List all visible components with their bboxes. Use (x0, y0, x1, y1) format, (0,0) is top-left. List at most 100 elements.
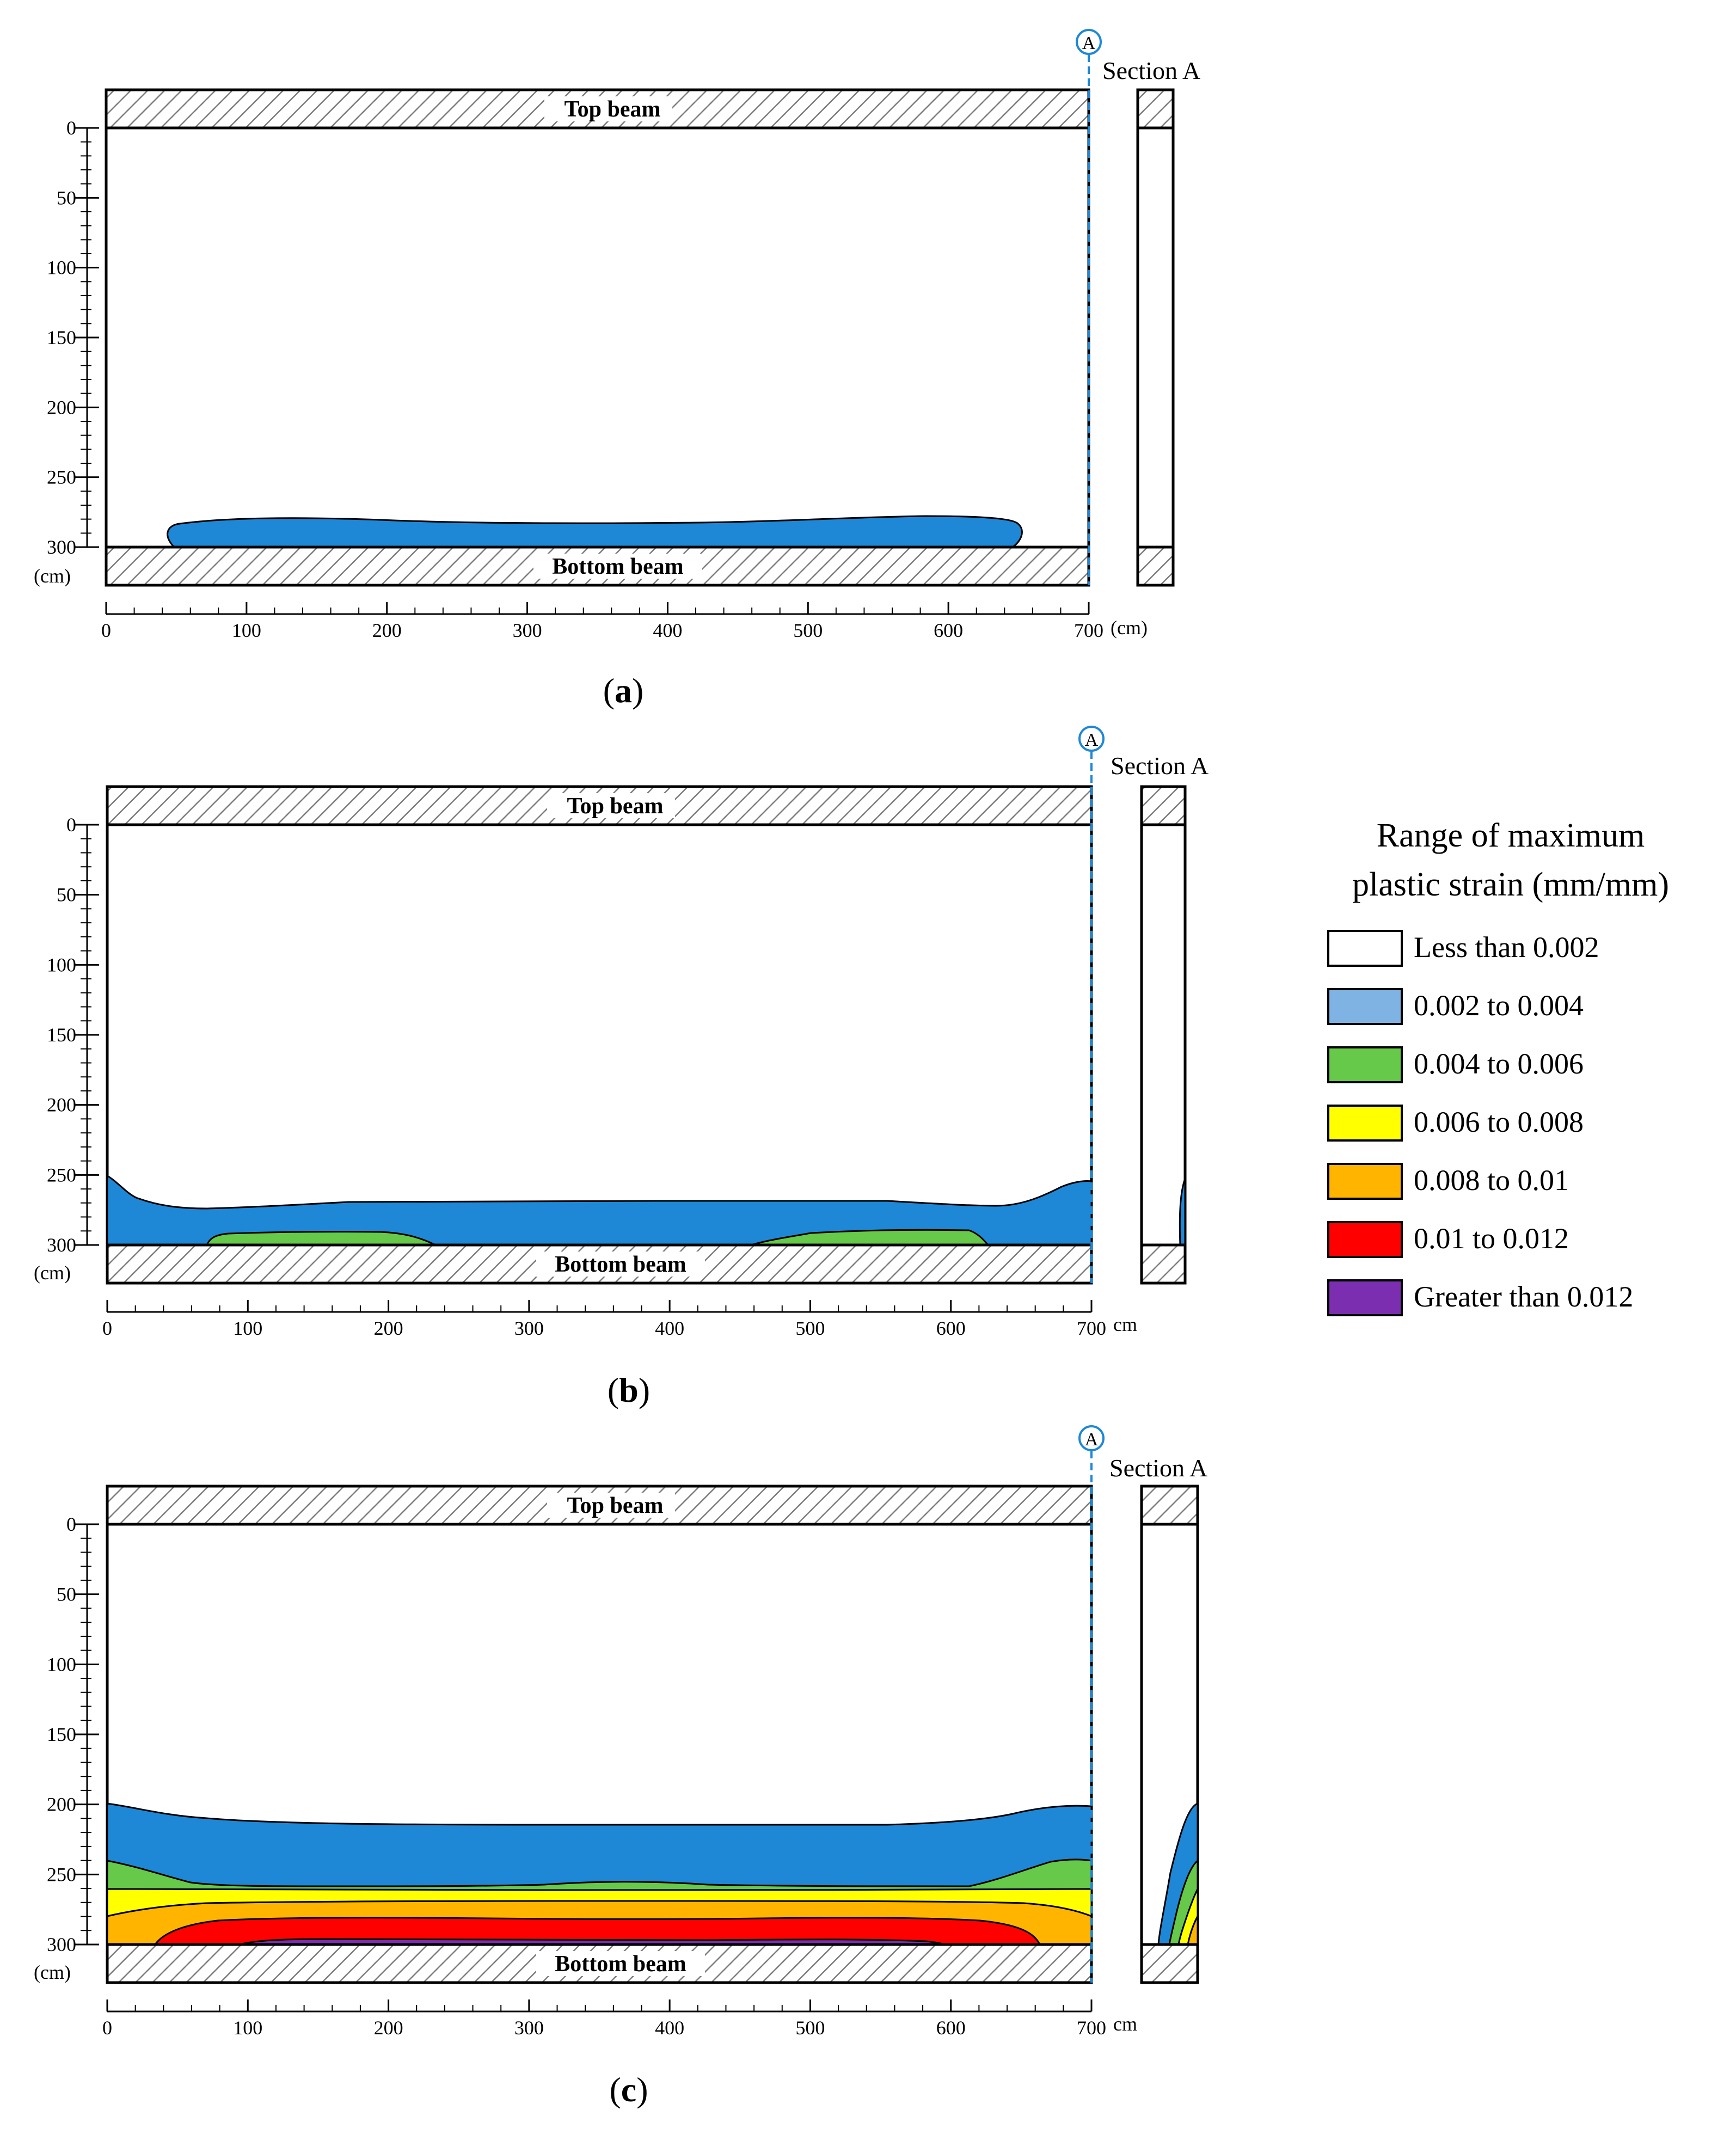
panel-b-caption: (b) (608, 1371, 650, 1409)
panel-c-y-tick-label: 150 (47, 1723, 76, 1745)
panel-a-section-bottom (1136, 545, 1175, 587)
panel-c-x-unit: cm (1113, 2013, 1137, 2035)
legend-swatch (1327, 1279, 1403, 1316)
legend-swatch (1327, 1105, 1403, 1142)
panel-b-y-tick-label: 0 (66, 814, 76, 836)
panel-a-top-beam-label-bg (544, 96, 672, 121)
panel-a-section-top (1136, 88, 1175, 130)
panel-b-contour-green-right (751, 1229, 990, 1246)
legend-item-label: 0.01 to 0.012 (1414, 1222, 1569, 1255)
panel-c-y-tick-label: 300 (47, 1934, 76, 1955)
panel-b-y-tick-label: 300 (47, 1234, 76, 1256)
panel-c-top-beam-label: Top beam (567, 1493, 663, 1518)
panel-a-caption-letter: a (615, 671, 632, 710)
panel-b-x-tick-label: 700 (1077, 1317, 1106, 1339)
legend-item-label: 0.008 to 0.01 (1414, 1164, 1569, 1197)
panel-a-x-unit: (cm) (1111, 617, 1148, 639)
panel-c-top-beam-label-bg (547, 1493, 675, 1518)
panel-b: 0 50 100 150 200 250 300 0 100 200 300 400 500 600 700… (34, 726, 1209, 1409)
legend-item-label: Greater than 0.012 (1414, 1280, 1633, 1313)
panel-a-section-wall (1136, 126, 1175, 549)
panel-c-y-unit: (cm) (34, 1961, 71, 1983)
panel-a-x-tick-label: 200 (372, 619, 402, 641)
panel-a-bottom-beam-label-bg (533, 554, 702, 579)
legend-item-label: 0.004 to 0.006 (1414, 1047, 1584, 1080)
panel-a-y-tick-label: 100 (47, 257, 76, 279)
legend-items: Less than 0.002 0.002 to 0.004 0.004 to 0.… (1327, 930, 1633, 1316)
panel-b-section-wall (1140, 823, 1187, 1247)
panel-b-section-marker-letter: A (1085, 730, 1099, 750)
legend-item-label: 0.006 to 0.008 (1414, 1106, 1584, 1138)
panel-c-bottom-beam-label-bg (536, 1951, 705, 1976)
panel-b-x-tick-label: 400 (655, 1317, 684, 1339)
panel-a-section-label: Section A (1102, 57, 1200, 84)
legend-swatch (1327, 988, 1403, 1025)
panel-b-caption-letter: b (619, 1371, 639, 1409)
panel-b-y-tick-label: 200 (47, 1094, 76, 1116)
panel-b-x-tick-label: 500 (795, 1317, 825, 1339)
legend-swatch (1327, 1163, 1403, 1200)
panel-c-x-tick-label: 200 (374, 2017, 403, 2039)
panel-c-caption: (c) (609, 2070, 648, 2109)
panel-b-x-tick-label: 600 (936, 1317, 966, 1339)
panel-a-x-tick-label: 300 (513, 619, 542, 641)
panel-c-x-tick-label: 300 (514, 2017, 544, 2039)
legend-item-label: 0.002 to 0.004 (1414, 989, 1584, 1022)
panel-a-x-tick-label: 600 (934, 619, 963, 641)
panel-c-axes: 0 50 100 150 200 250 300 0 100 200 300 400 500 600 700 (47, 1513, 1106, 2039)
panel-b-bottom-beam-label: Bottom beam (555, 1252, 686, 1277)
panel-b-x-unit: cm (1113, 1314, 1137, 1335)
panel-a-x-tick-label: 100 (232, 619, 261, 641)
panel-a-x-tick-label: 700 (1074, 619, 1103, 641)
panel-a-axes: 0 50 100 150 200 250 300 0 100 200 300 400 500 600 700 (47, 117, 1103, 641)
panel-b-section-top (1140, 785, 1187, 826)
panel-a-top-beam-label: Top beam (564, 97, 660, 122)
panel-c-x-tick-label: 100 (233, 2017, 262, 2039)
panel-c-y-tick-label: 0 (66, 1513, 76, 1535)
panel-b-x-tick-label: 300 (514, 1317, 544, 1339)
legend-title-line1: Range of maximum (1377, 817, 1645, 854)
panel-b-section-marker (1078, 726, 1105, 752)
panel-c-section-top (1140, 1485, 1199, 1526)
panel-a-y-unit: (cm) (34, 565, 71, 587)
panel-c-y-tick-label: 250 (47, 1863, 76, 1885)
panel-b-x-tick-label: 100 (233, 1317, 262, 1339)
panel-a-contour-blue (167, 515, 1023, 548)
panel-c-x-tick-label: 0 (102, 2017, 112, 2039)
panel-b-bottom-beam-label-bg (536, 1252, 705, 1277)
panel-c-x-tick-label: 500 (795, 2017, 825, 2039)
legend-swatch (1327, 1046, 1403, 1083)
panel-a-x-tick-label: 500 (793, 619, 823, 641)
panel-a-y-tick-label: 300 (47, 536, 76, 558)
panel-c-caption-letter: c (621, 2070, 636, 2109)
legend-title-line2: plastic strain (mm/mm) (1352, 866, 1669, 903)
panel-a-x-tick-label: 0 (101, 619, 111, 641)
panel-a-y-tick-label: 0 (66, 117, 76, 139)
panel-a-x-tick-label: 400 (653, 619, 682, 641)
panel-b-axes: 0 50 100 150 200 250 300 0 100 200 300 400 500 600 700 (47, 814, 1106, 1339)
panel-c-y-tick-label: 50 (57, 1584, 76, 1605)
panel-b-y-tick-label: 100 (47, 954, 76, 976)
panel-b-top-beam-label: Top beam (567, 794, 663, 819)
panel-b-y-tick-label: 50 (57, 884, 76, 906)
panel-a-caption: (a) (603, 671, 644, 710)
panel-b-wall (106, 823, 1093, 1247)
panel-b-section-label: Section A (1111, 752, 1209, 780)
legend-swatch (1327, 930, 1403, 967)
panel-b-contour-blue (106, 1174, 1093, 1246)
panel-c-y-tick-label: 200 (47, 1794, 76, 1815)
panel-a-wall (105, 126, 1090, 549)
panel-a-y-tick-label: 250 (47, 467, 76, 488)
panel-c-y-tick-label: 100 (47, 1653, 76, 1675)
panel-c-section-bottom (1140, 1943, 1199, 1984)
panel-c-x-tick-label: 400 (655, 2017, 684, 2039)
panel-c-x-tick-label: 600 (936, 2017, 966, 2039)
panel-a: 0 50 100 150 200 250 300 0 100 200 300 400 500 600 700… (34, 29, 1200, 710)
panel-c-section-label: Section A (1109, 1454, 1207, 1482)
panel-c: 0 50 100 150 200 250 300 0 100 200 300 400 500 600 700… (34, 1425, 1207, 2109)
panel-b-contour-green-left (205, 1231, 436, 1246)
panel-b-y-tick-label: 250 (47, 1164, 76, 1186)
panel-b-x-tick-label: 200 (374, 1317, 403, 1339)
panel-b-top-beam-label-bg (547, 793, 675, 818)
